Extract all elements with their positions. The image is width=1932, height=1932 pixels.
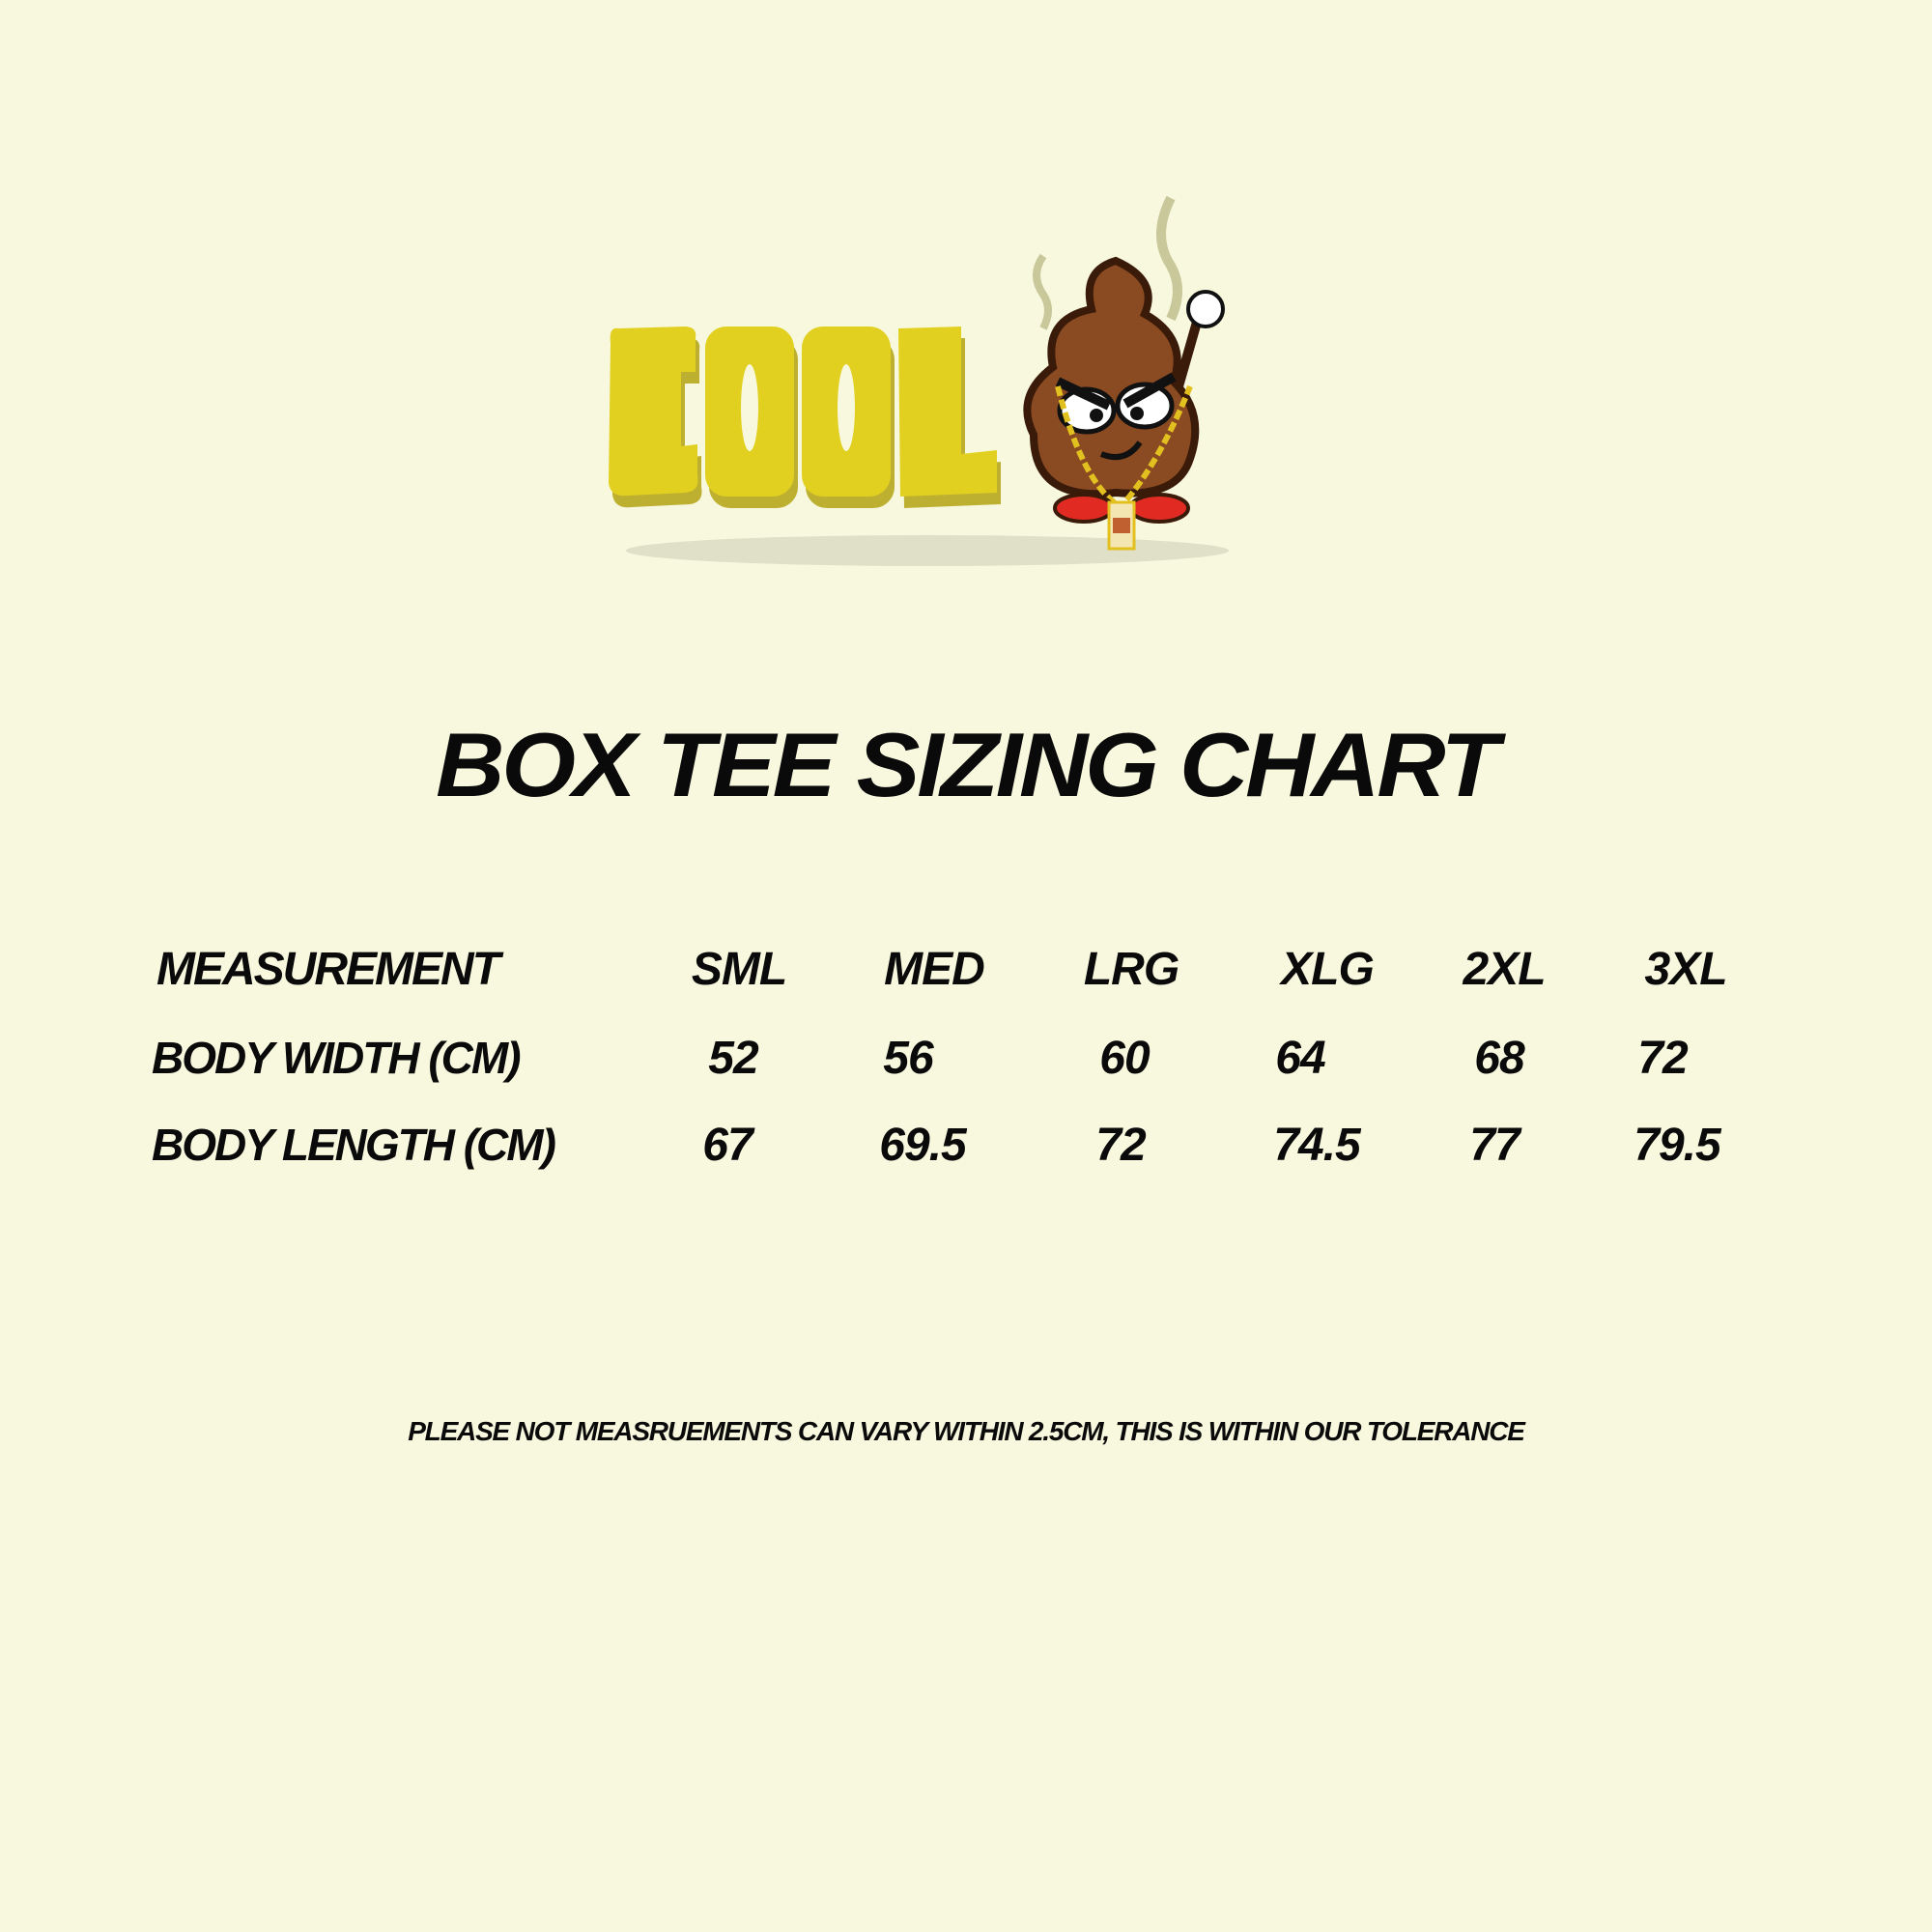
table-cell: 72 <box>1637 1033 1688 1084</box>
logo-shadow <box>626 535 1229 566</box>
table-header-row: MEASUREMENT SML MED LRG XLG 2XL 3XL <box>0 943 1932 1001</box>
table-cell: 74.5 <box>1273 1120 1360 1171</box>
cool-wordmark <box>609 327 1001 508</box>
tolerance-note: PLEASE NOT MEASRUEMENTS CAN VARY WITHIN … <box>408 1416 1525 1446</box>
header-3xl: 3XL <box>1644 944 1727 995</box>
table-row: BODY LENGTH (CM) 67 69.5 72 74.5 77 79.5 <box>0 1119 1932 1177</box>
table-cell: 56 <box>883 1033 933 1084</box>
cool-logo <box>609 195 1229 566</box>
row-label: BODY LENGTH (CM) <box>152 1120 556 1170</box>
header-med: MED <box>884 944 985 995</box>
header-sml: SML <box>691 944 787 995</box>
table-cell: 79.5 <box>1634 1120 1720 1171</box>
table-cell: 60 <box>1099 1033 1150 1084</box>
header-2xl: 2XL <box>1463 944 1546 995</box>
header-measurement: MEASUREMENT <box>156 944 500 995</box>
table-cell: 68 <box>1474 1033 1524 1084</box>
table-cell: 67 <box>702 1120 753 1171</box>
table-row: BODY WIDTH (CM) 52 56 60 64 68 72 <box>0 1032 1932 1090</box>
table-cell: 69.5 <box>879 1120 966 1171</box>
table-cell: 52 <box>708 1033 758 1084</box>
page-title: BOX TEE SIZING CHART <box>436 714 1499 815</box>
table-cell: 72 <box>1095 1120 1146 1171</box>
header-xlg: XLG <box>1281 944 1375 995</box>
header-lrg: LRG <box>1083 944 1179 995</box>
mascot <box>1023 195 1225 551</box>
table-cell: 77 <box>1469 1120 1520 1171</box>
row-label: BODY WIDTH (CM) <box>152 1033 522 1083</box>
table-cell: 64 <box>1275 1033 1325 1084</box>
